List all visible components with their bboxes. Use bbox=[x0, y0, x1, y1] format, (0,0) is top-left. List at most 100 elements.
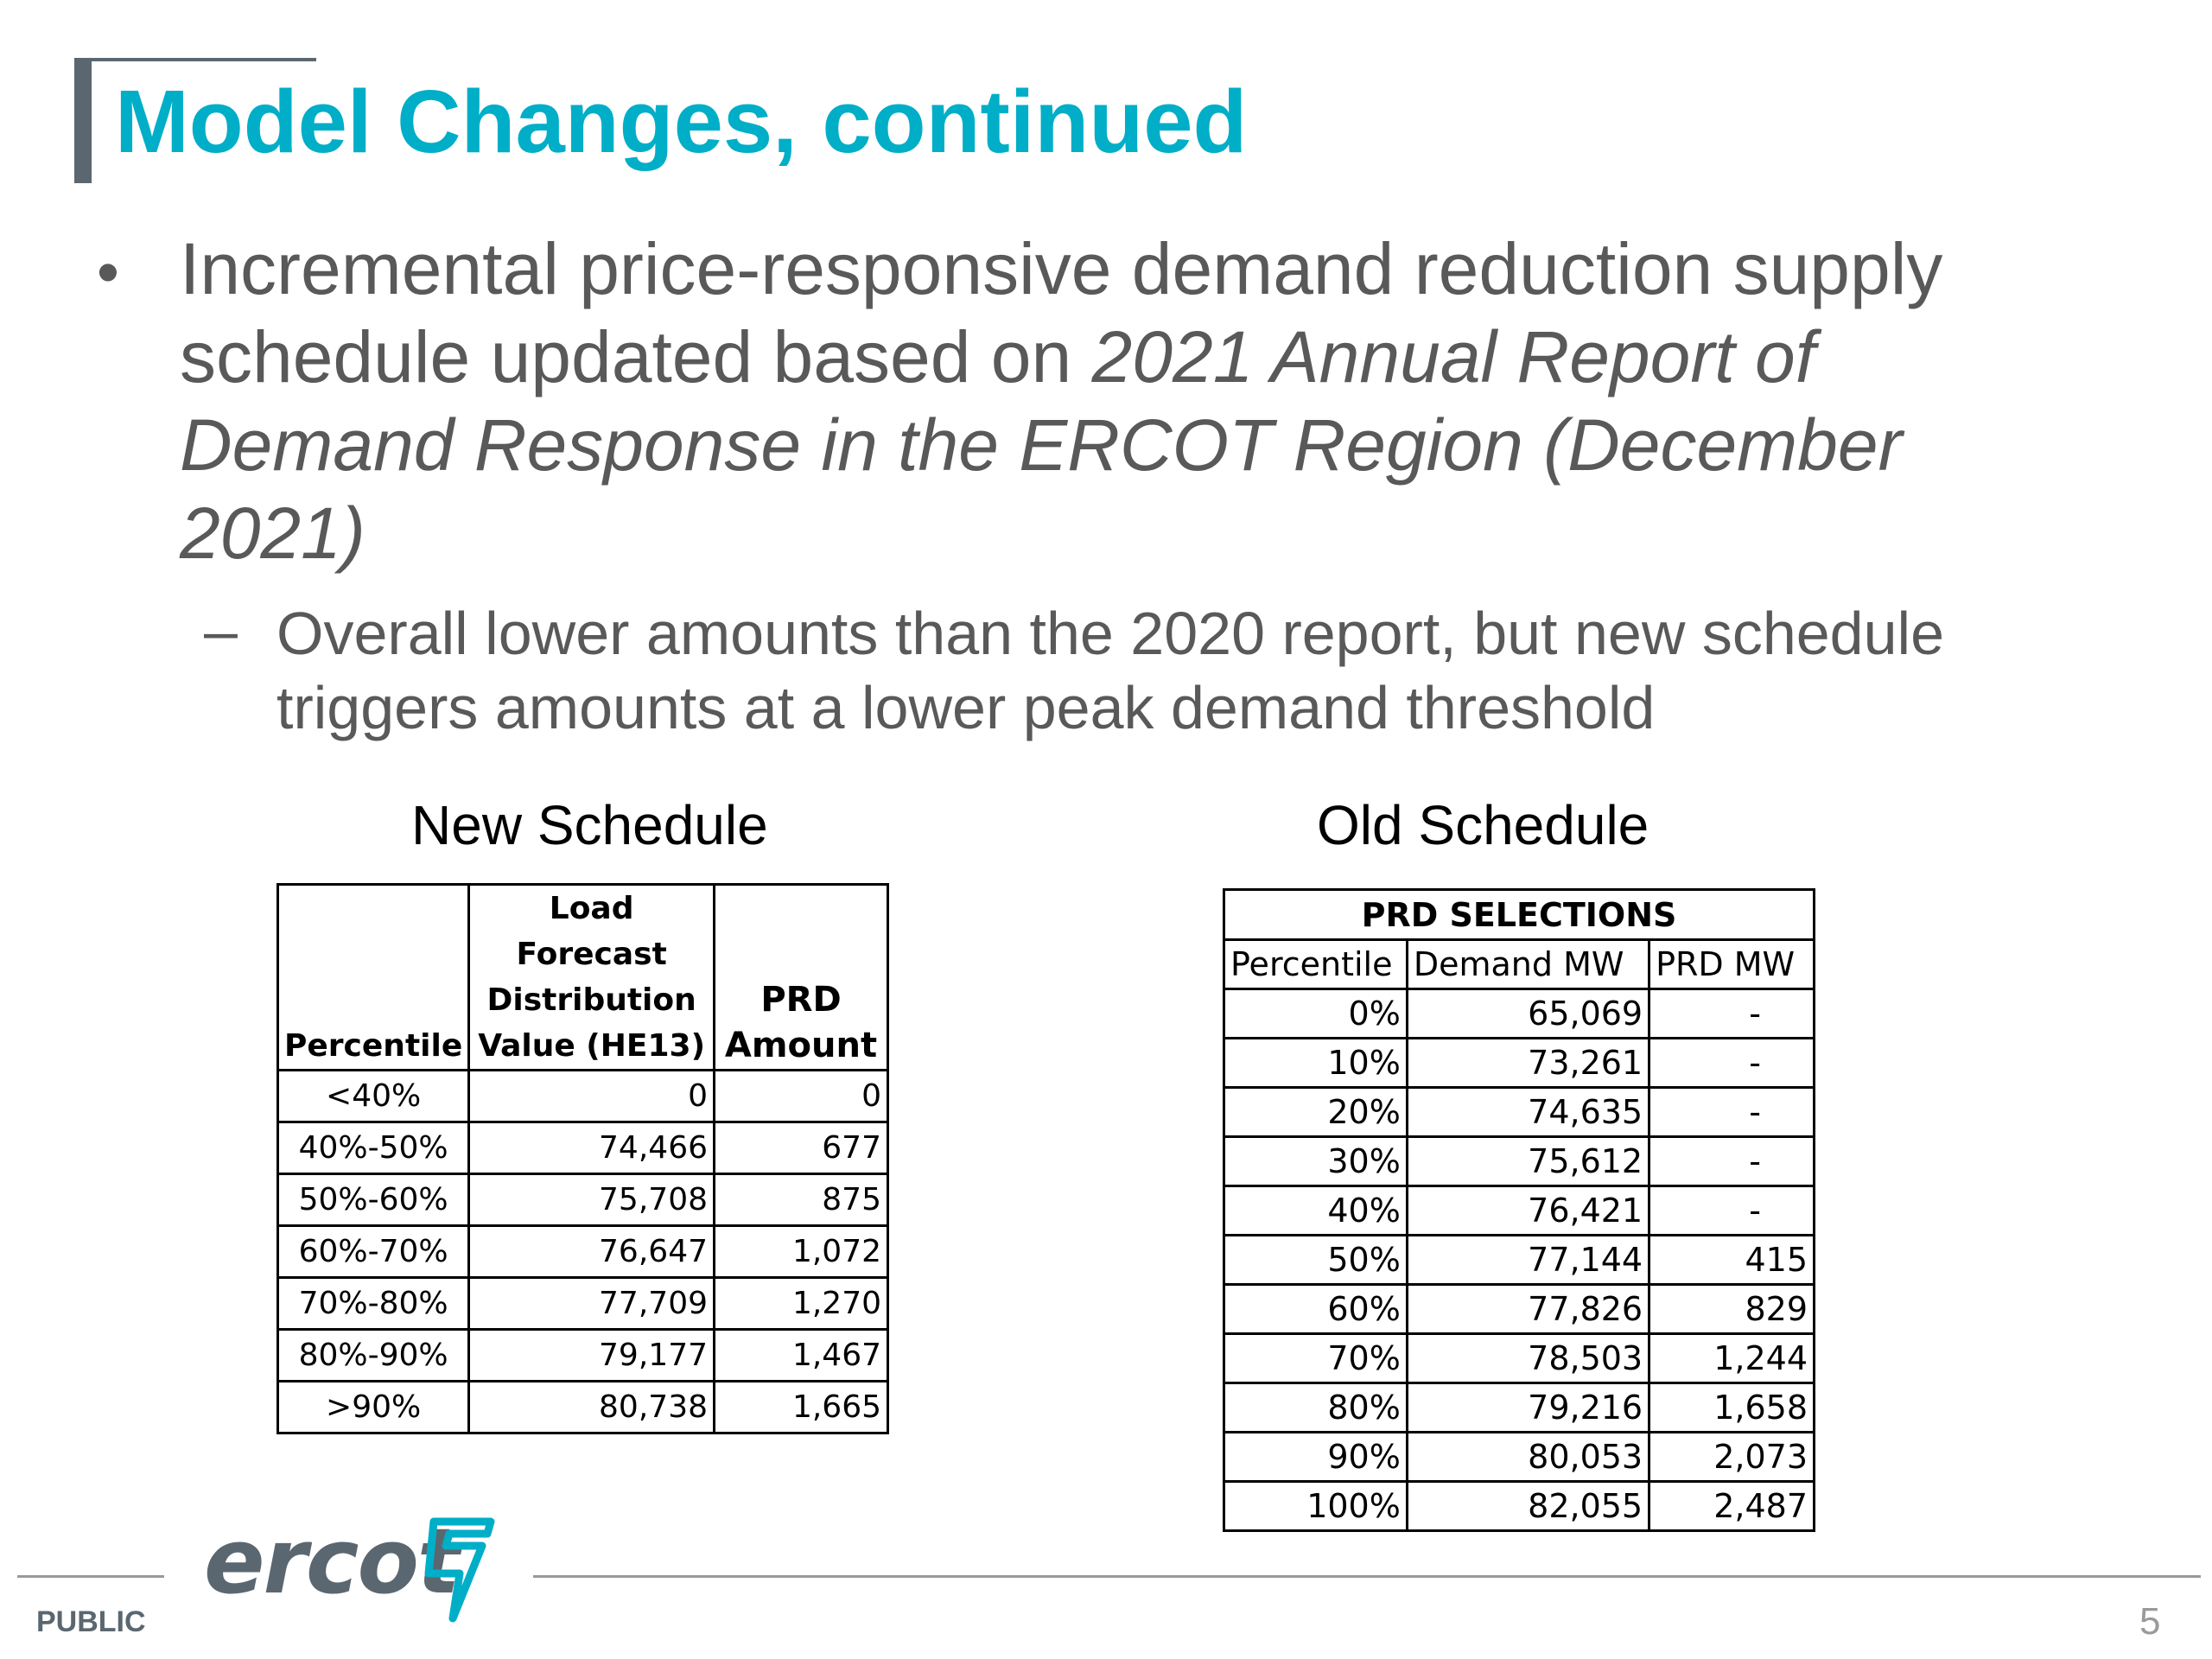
ercot-lightning-logo-icon bbox=[424, 1517, 495, 1623]
table-row: 60% 77,826 829 bbox=[1223, 1283, 1815, 1335]
sub-bullet-marker: – bbox=[204, 597, 238, 664]
main-bullet-report-title: 2021 Annual Report of Demand Response in… bbox=[180, 316, 1903, 574]
logo-wordmark: ercot bbox=[204, 1509, 461, 1614]
old-schedule-table: PRD SELECTIONS Percentile Demand MW PRD … bbox=[1223, 888, 1815, 1532]
prd-cell: 2,487 bbox=[1648, 1480, 1815, 1532]
table-row: 60%-70% 76,647 1,072 bbox=[276, 1224, 889, 1279]
demand-cell: 75,612 bbox=[1405, 1135, 1651, 1187]
amount-cell: 875 bbox=[713, 1173, 889, 1227]
table-row: 80% 79,216 1,658 bbox=[1223, 1382, 1815, 1433]
forecast-cell: 77,709 bbox=[467, 1276, 715, 1331]
new-header-prd-amount: PRD Amount bbox=[713, 883, 889, 1071]
bullet-marker: • bbox=[97, 236, 119, 308]
percentile-cell: >90% bbox=[276, 1380, 471, 1434]
sub-bullet: Overall lower amounts than the 2020 repo… bbox=[276, 600, 1945, 741]
old-schedule-header-row: Percentile Demand MW PRD MW bbox=[1223, 938, 1815, 990]
old-schedule-caption: Old Schedule bbox=[1317, 794, 1649, 856]
percentile-cell: 80%-90% bbox=[276, 1328, 471, 1382]
prd-cell: - bbox=[1648, 1037, 1815, 1089]
demand-cell: 77,826 bbox=[1405, 1283, 1651, 1335]
amount-cell: 1,467 bbox=[713, 1328, 889, 1382]
percentile-cell: 60%-70% bbox=[276, 1224, 471, 1279]
percentile-cell: 10% bbox=[1223, 1037, 1408, 1089]
percentile-cell: 60% bbox=[1223, 1283, 1408, 1335]
footer-rule-right bbox=[533, 1575, 2201, 1578]
new-header-percentile: Percentile bbox=[276, 883, 471, 1071]
demand-cell: 82,055 bbox=[1405, 1480, 1651, 1532]
prd-cell: 2,073 bbox=[1648, 1431, 1815, 1483]
footer-rule-left bbox=[17, 1575, 164, 1578]
prd-cell: - bbox=[1648, 1135, 1815, 1187]
old-header-percentile: Percentile bbox=[1223, 938, 1408, 990]
new-header-prd-line-2: Amount bbox=[724, 1026, 878, 1065]
new-header-forecast-line-2: Distribution bbox=[486, 982, 696, 1018]
table-row: <40% 0 0 bbox=[276, 1069, 889, 1123]
table-row: 50% 77,144 415 bbox=[1223, 1234, 1815, 1286]
old-schedule-group-header-row: PRD SELECTIONS bbox=[1223, 888, 1815, 941]
amount-cell: 1,072 bbox=[713, 1224, 889, 1279]
table-row: 50%-60% 75,708 875 bbox=[276, 1173, 889, 1227]
demand-cell: 73,261 bbox=[1405, 1037, 1651, 1089]
prd-cell: 415 bbox=[1648, 1234, 1815, 1286]
forecast-cell: 75,708 bbox=[467, 1173, 715, 1227]
new-schedule-header-row: Percentile Load Forecast Distribution Valu… bbox=[276, 883, 889, 1071]
percentile-cell: 70%-80% bbox=[276, 1276, 471, 1331]
demand-cell: 79,216 bbox=[1405, 1382, 1651, 1433]
table-row: 0% 65,069- bbox=[1223, 988, 1815, 1039]
table-row: 10% 73,261- bbox=[1223, 1037, 1815, 1089]
percentile-cell: 80% bbox=[1223, 1382, 1408, 1433]
prd-cell: - bbox=[1648, 1185, 1815, 1236]
old-header-demand: Demand MW bbox=[1405, 938, 1651, 990]
percentile-cell: 0% bbox=[1223, 988, 1408, 1039]
demand-cell: 80,053 bbox=[1405, 1431, 1651, 1483]
demand-cell: 65,069 bbox=[1405, 988, 1651, 1039]
table-row: 70%-80% 77,709 1,270 bbox=[276, 1276, 889, 1331]
prd-cell: 1,658 bbox=[1648, 1382, 1815, 1433]
demand-cell: 76,421 bbox=[1405, 1185, 1651, 1236]
prd-cell: - bbox=[1648, 988, 1815, 1039]
prd-cell: - bbox=[1648, 1086, 1815, 1138]
table-row: 20% 74,635- bbox=[1223, 1086, 1815, 1138]
percentile-cell: 30% bbox=[1223, 1135, 1408, 1187]
page-number: 5 bbox=[2139, 1600, 2161, 1643]
demand-cell: 77,144 bbox=[1405, 1234, 1651, 1286]
new-header-prd-line-1: PRD bbox=[760, 980, 842, 1020]
percentile-cell: 50% bbox=[1223, 1234, 1408, 1286]
table-row: 80%-90% 79,177 1,467 bbox=[276, 1328, 889, 1382]
main-bullet: Incremental price-responsive demand redu… bbox=[180, 225, 2037, 577]
forecast-cell: 76,647 bbox=[467, 1224, 715, 1279]
title-accent-rule bbox=[74, 58, 316, 61]
new-header-forecast-line-3: Value (HE13) bbox=[478, 1028, 706, 1064]
demand-cell: 74,635 bbox=[1405, 1086, 1651, 1138]
forecast-cell: 79,177 bbox=[467, 1328, 715, 1382]
percentile-cell: 90% bbox=[1223, 1431, 1408, 1483]
classification-label: PUBLIC bbox=[36, 1605, 146, 1638]
title-accent-bar bbox=[74, 58, 92, 183]
slide-title: Model Changes, continued bbox=[115, 72, 1248, 171]
table-row: 100% 82,055 2,487 bbox=[1223, 1480, 1815, 1532]
forecast-cell: 74,466 bbox=[467, 1121, 715, 1175]
amount-cell: 1,270 bbox=[713, 1276, 889, 1331]
table-row: 40%-50% 74,466 677 bbox=[276, 1121, 889, 1175]
table-row: >90% 80,738 1,665 bbox=[276, 1380, 889, 1434]
percentile-cell: 50%-60% bbox=[276, 1173, 471, 1227]
new-header-forecast-line-1: Load Forecast bbox=[516, 891, 667, 972]
prd-cell: 1,244 bbox=[1648, 1332, 1815, 1384]
percentile-cell: 20% bbox=[1223, 1086, 1408, 1138]
prd-cell: 829 bbox=[1648, 1283, 1815, 1335]
percentile-cell: <40% bbox=[276, 1069, 471, 1123]
amount-cell: 1,665 bbox=[713, 1380, 889, 1434]
new-schedule-table: Percentile Load Forecast Distribution Valu… bbox=[276, 883, 889, 1434]
main-bullet-text: Incremental price-responsive demand redu… bbox=[180, 228, 1943, 397]
new-schedule-caption: New Schedule bbox=[411, 794, 768, 856]
ercot-logo: ercot bbox=[204, 1516, 498, 1624]
percentile-cell: 40% bbox=[1223, 1185, 1408, 1236]
amount-cell: 0 bbox=[713, 1069, 889, 1123]
forecast-cell: 80,738 bbox=[467, 1380, 715, 1434]
demand-cell: 78,503 bbox=[1405, 1332, 1651, 1384]
amount-cell: 677 bbox=[713, 1121, 889, 1175]
prd-selections-header: PRD SELECTIONS bbox=[1223, 888, 1815, 941]
new-header-forecast: Load Forecast Distribution Value (HE13) bbox=[467, 883, 715, 1071]
table-row: 30% 75,612- bbox=[1223, 1135, 1815, 1187]
percentile-cell: 70% bbox=[1223, 1332, 1408, 1384]
